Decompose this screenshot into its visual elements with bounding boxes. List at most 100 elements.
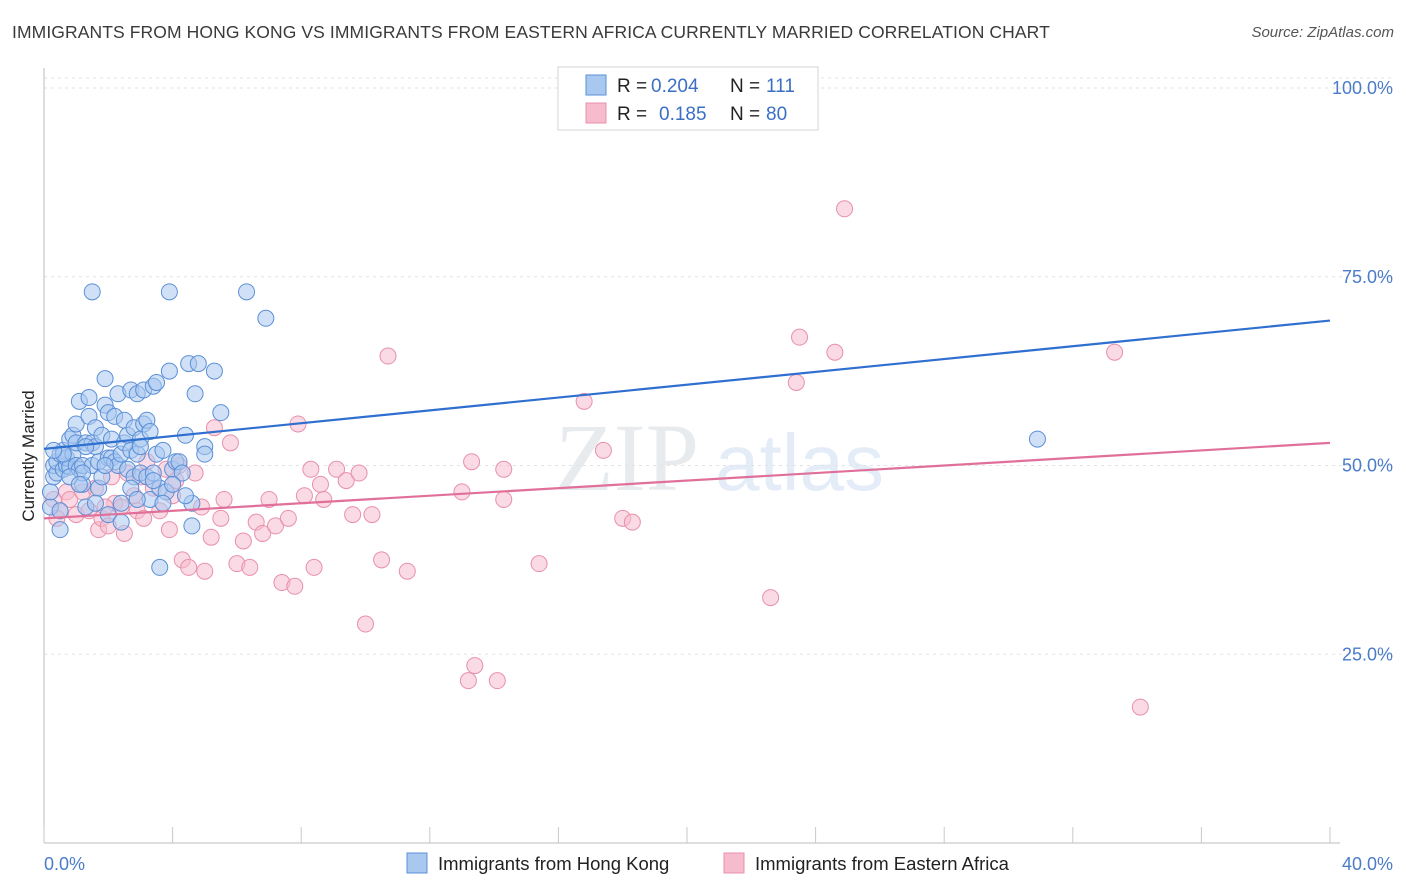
legend-r-label-blue: R = bbox=[617, 76, 647, 97]
point-eastern-africa bbox=[254, 524, 272, 542]
point-eastern-africa bbox=[459, 672, 477, 690]
legend-r-value-pink: 0.185 bbox=[659, 104, 707, 125]
point-eastern-africa bbox=[357, 615, 374, 633]
point-hong-kong bbox=[80, 389, 98, 407]
point-hong-kong bbox=[186, 385, 204, 403]
point-eastern-africa bbox=[762, 589, 780, 607]
stats-legend: R = 0.204 N = 111 R = 0.185 N = 80 bbox=[557, 66, 819, 131]
point-eastern-africa bbox=[791, 328, 809, 346]
chart-title: IMMIGRANTS FROM HONG KONG VS IMMIGRANTS … bbox=[12, 22, 1050, 42]
bottom-legend-label-pink: Immigrants from Eastern Africa bbox=[755, 853, 1010, 874]
series-legend: Immigrants from Hong Kong Immigrants fro… bbox=[406, 852, 1010, 874]
y-tick-labels: 25.0% 50.0% 75.0% 100.0% bbox=[1332, 78, 1393, 664]
point-eastern-africa bbox=[337, 472, 355, 490]
point-hong-kong bbox=[131, 438, 149, 456]
point-hong-kong bbox=[67, 415, 85, 433]
point-eastern-africa bbox=[135, 509, 153, 527]
point-eastern-africa bbox=[295, 487, 313, 505]
point-eastern-africa bbox=[344, 506, 362, 524]
trend-line-eastern-africa bbox=[43, 441, 1331, 520]
legend-swatch-blue bbox=[585, 74, 607, 96]
point-hong-kong bbox=[144, 472, 162, 490]
x-tick-label-min: 0.0% bbox=[44, 854, 85, 874]
point-eastern-africa bbox=[241, 558, 259, 576]
point-eastern-africa bbox=[488, 672, 506, 690]
point-eastern-africa bbox=[623, 513, 641, 531]
x-tick-label-max: 40.0% bbox=[1342, 854, 1393, 874]
point-eastern-africa bbox=[530, 555, 548, 573]
point-eastern-africa bbox=[453, 483, 471, 501]
point-hong-kong bbox=[154, 494, 172, 512]
point-eastern-africa bbox=[1106, 343, 1124, 361]
point-hong-kong bbox=[96, 457, 114, 474]
point-hong-kong bbox=[238, 283, 256, 301]
y-axis-title: Currently Married bbox=[19, 390, 38, 521]
point-hong-kong bbox=[83, 283, 101, 301]
point-eastern-africa bbox=[212, 509, 230, 527]
point-eastern-africa bbox=[260, 490, 278, 508]
point-hong-kong bbox=[41, 483, 59, 501]
point-eastern-africa bbox=[575, 392, 593, 410]
point-hong-kong bbox=[151, 558, 169, 576]
point-eastern-africa bbox=[221, 434, 239, 452]
point-hong-kong bbox=[70, 475, 88, 493]
point-eastern-africa bbox=[787, 373, 805, 391]
axes bbox=[43, 68, 1340, 844]
legend-swatch-pink bbox=[585, 102, 607, 124]
legend-r-value-blue: 0.204 bbox=[651, 76, 699, 97]
point-eastern-africa bbox=[466, 657, 484, 675]
legend-n-value-blue: 111 bbox=[766, 76, 795, 97]
point-eastern-africa bbox=[495, 490, 513, 508]
source-label: Source: ZipAtlas.com bbox=[1251, 24, 1394, 41]
point-hong-kong bbox=[1028, 430, 1046, 448]
y-tick-label: 25.0% bbox=[1342, 644, 1393, 664]
point-hong-kong bbox=[164, 475, 182, 493]
point-eastern-africa bbox=[286, 577, 304, 595]
point-eastern-africa bbox=[594, 441, 612, 459]
point-eastern-africa bbox=[202, 528, 220, 546]
point-eastern-africa bbox=[196, 562, 214, 580]
point-eastern-africa bbox=[463, 453, 481, 471]
point-eastern-africa bbox=[180, 558, 198, 576]
y-tick-label: 100.0% bbox=[1332, 78, 1393, 98]
point-eastern-africa bbox=[373, 551, 391, 569]
point-hong-kong bbox=[77, 438, 95, 456]
point-hong-kong bbox=[196, 445, 214, 463]
trend-line-hong-kong bbox=[43, 319, 1331, 450]
x-ticks bbox=[43, 827, 1331, 843]
point-hong-kong bbox=[112, 494, 130, 512]
point-hong-kong bbox=[45, 441, 63, 459]
point-eastern-africa bbox=[215, 490, 233, 508]
point-eastern-africa bbox=[302, 460, 320, 478]
bottom-legend-label-blue: Immigrants from Hong Kong bbox=[438, 853, 669, 874]
point-hong-kong bbox=[160, 283, 178, 301]
point-eastern-africa bbox=[350, 464, 368, 482]
bottom-legend-swatch-pink bbox=[723, 852, 745, 874]
series-hong-kong-points bbox=[41, 283, 1046, 576]
point-eastern-africa bbox=[61, 490, 79, 508]
legend-r-label-pink: R = bbox=[617, 104, 647, 125]
legend-n-label-blue: N = bbox=[730, 76, 760, 97]
point-hong-kong bbox=[257, 309, 275, 327]
point-hong-kong bbox=[96, 370, 114, 388]
point-eastern-africa bbox=[311, 475, 329, 493]
point-hong-kong bbox=[189, 355, 207, 373]
point-hong-kong bbox=[128, 490, 146, 508]
point-hong-kong bbox=[51, 521, 69, 539]
point-eastern-africa bbox=[266, 517, 284, 535]
point-hong-kong bbox=[112, 513, 130, 531]
point-eastern-africa bbox=[160, 521, 178, 539]
legend-n-label-pink: N = bbox=[730, 104, 760, 125]
legend-n-value-pink: 80 bbox=[766, 104, 787, 125]
watermark-atlas: atlas bbox=[715, 418, 884, 507]
point-eastern-africa bbox=[305, 558, 323, 576]
point-hong-kong bbox=[141, 423, 159, 441]
point-hong-kong bbox=[86, 494, 104, 512]
y-tick-label: 50.0% bbox=[1342, 456, 1393, 476]
point-eastern-africa bbox=[279, 509, 297, 527]
point-eastern-africa bbox=[379, 347, 397, 365]
point-hong-kong bbox=[176, 487, 194, 505]
point-eastern-africa bbox=[315, 490, 333, 508]
point-hong-kong bbox=[154, 441, 172, 459]
